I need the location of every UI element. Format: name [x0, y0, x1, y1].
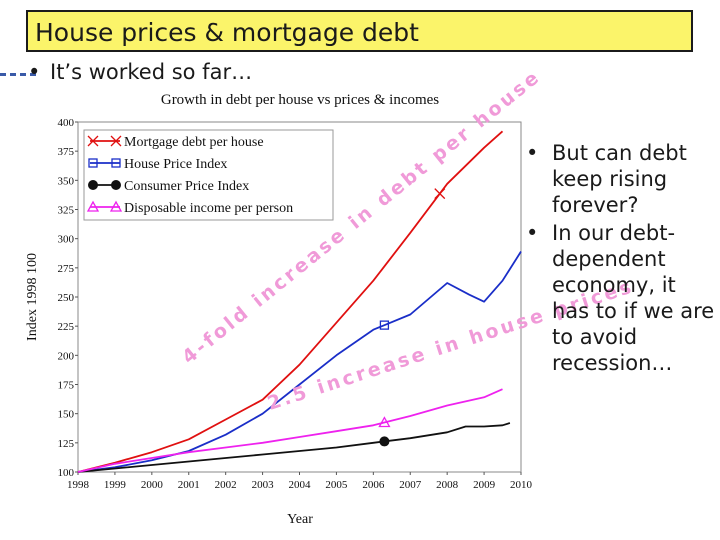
series-line-0: [77, 130, 504, 473]
legend-marker-icon: [109, 200, 123, 212]
y-tick-label: 325: [58, 205, 75, 217]
y-ticks: 100 125 150 175 200 225 250 275 300 325 350 375 400: [58, 117, 78, 479]
y-tick-label: 275: [58, 263, 75, 275]
right-bullet-2-text: In our debt-dependent economy, it has to…: [552, 221, 715, 375]
x-tick-label: 2005: [325, 479, 348, 491]
x-tick-label: 2008: [436, 479, 459, 491]
x-tick-label: 2001: [178, 479, 200, 491]
y-tick-label: 175: [58, 380, 75, 392]
legend-label: Consumer Price Index: [124, 179, 249, 194]
series-lines: [77, 130, 522, 473]
legend-label: Disposable income per person: [124, 201, 293, 216]
legend-box: [83, 129, 334, 221]
y-tick-label: 150: [58, 409, 75, 421]
y-tick-label: 100: [58, 467, 75, 479]
series-marker-1: [379, 320, 390, 330]
x-tick-label: 2003: [252, 479, 275, 491]
y-tick-label: 200: [58, 350, 75, 362]
x-tick-label: 2006: [362, 479, 385, 491]
legend: Mortgage debt per house House Price Index…: [83, 129, 334, 221]
legend-marker-icon: [88, 180, 98, 190]
series-line-2: [77, 422, 511, 473]
y-tick-label: 300: [58, 234, 75, 246]
legend-marker-icon: [110, 135, 122, 147]
y-tick-label: 250: [58, 292, 75, 304]
legend-label: Mortgage debt per house: [124, 135, 264, 150]
slide-title: House prices & mortgage debt: [35, 18, 419, 47]
series-marker-0: [434, 188, 446, 200]
x-tick-label: 2002: [215, 479, 237, 491]
x-tick-label: 2007: [399, 479, 422, 491]
series-line-3: [77, 388, 503, 473]
series-line-1: [77, 251, 522, 473]
x-tick-label: 2010: [510, 479, 533, 491]
bullet-dot-icon: •: [526, 221, 539, 245]
legend-marker-icon: [86, 200, 100, 212]
main-bullet-text: It’s worked so far…: [50, 60, 253, 84]
right-bullet-2: • In our debt-dependent economy, it has t…: [524, 220, 716, 376]
legend-label: House Price Index: [124, 157, 227, 172]
right-bullet-1: • But can debt keep rising forever?: [524, 140, 716, 218]
legend-marker-icon: [111, 180, 121, 190]
main-bullet: • It’s worked so far…: [28, 60, 252, 84]
x-tick-label: 1999: [104, 479, 127, 491]
legend-marker-icon: [88, 158, 98, 168]
bullet-dot-icon: •: [28, 60, 41, 84]
x-tick-label: 2004: [289, 479, 312, 491]
legend-marker-icon: [111, 158, 121, 168]
x-axis-label: Year: [287, 512, 313, 527]
x-tick-label: 2009: [473, 479, 496, 491]
legend-marker-icon: [87, 135, 99, 147]
y-tick-label: 125: [58, 438, 75, 450]
x-ticks: 1998 1999 2000 2001 2002 2003 2004 2005 2006 2007…: [67, 472, 533, 491]
x-tick-label: 1998: [67, 479, 90, 491]
series-marker-2: [379, 436, 390, 447]
title-box: House prices & mortgage debt: [26, 10, 693, 52]
bullet-dot-icon: •: [526, 141, 539, 165]
chart-title: Growth in debt per house vs prices & inc…: [161, 92, 439, 108]
x-tick-label: 2000: [141, 479, 164, 491]
y-tick-label: 350: [58, 175, 75, 187]
y-tick-label: 400: [58, 117, 75, 129]
y-axis-label: Index 1998 100: [25, 253, 40, 341]
y-tick-label: 225: [58, 321, 75, 333]
left-dash-decoration: [0, 73, 36, 76]
y-tick-label: 375: [58, 146, 75, 158]
right-bullets: • But can debt keep rising forever? • In o…: [524, 140, 716, 378]
right-bullet-1-text: But can debt keep rising forever?: [552, 141, 687, 217]
series-marker-3: [378, 416, 391, 428]
